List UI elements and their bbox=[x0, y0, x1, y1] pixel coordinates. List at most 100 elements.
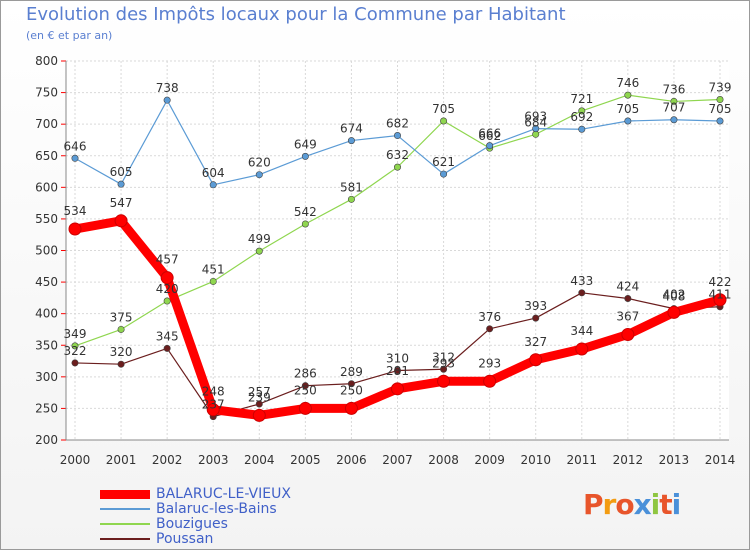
data-label: 674 bbox=[340, 122, 363, 136]
data-label: 746 bbox=[616, 76, 639, 90]
y-tick-label: 750 bbox=[35, 86, 58, 100]
logo-letter: i bbox=[650, 488, 661, 521]
data-point bbox=[344, 401, 358, 415]
y-tick-label: 800 bbox=[35, 54, 58, 68]
legend-label: BALARUC-LE-VIEUX bbox=[156, 486, 291, 502]
y-tick-label: 200 bbox=[35, 433, 58, 447]
legend-swatch bbox=[100, 489, 150, 499]
data-label: 239 bbox=[248, 390, 271, 404]
data-label: 367 bbox=[616, 310, 639, 324]
data-point bbox=[298, 401, 312, 415]
data-point bbox=[529, 353, 543, 367]
data-label: 707 bbox=[662, 101, 685, 115]
y-tick-label: 550 bbox=[35, 212, 58, 226]
data-label: 534 bbox=[64, 204, 87, 218]
data-label: 322 bbox=[64, 344, 87, 358]
data-label: 605 bbox=[110, 165, 133, 179]
legend-swatch bbox=[100, 538, 150, 540]
data-point bbox=[440, 170, 448, 178]
data-label: 293 bbox=[478, 356, 501, 370]
data-point bbox=[667, 305, 681, 319]
y-tick-label: 250 bbox=[35, 401, 58, 415]
y-tick-label: 700 bbox=[35, 117, 58, 131]
data-point bbox=[209, 181, 217, 189]
data-label: 375 bbox=[110, 310, 133, 324]
data-label: 649 bbox=[294, 137, 317, 151]
logo-letter: i bbox=[671, 488, 682, 521]
chart-subtitle: (en € et par an) bbox=[26, 29, 113, 42]
logo-letter: r bbox=[602, 488, 617, 521]
data-label: 682 bbox=[386, 117, 409, 131]
y-tick-label: 600 bbox=[35, 180, 58, 194]
data-point bbox=[347, 195, 355, 203]
data-label: 632 bbox=[386, 148, 409, 162]
data-label: 721 bbox=[570, 92, 593, 106]
chart-title: Evolution des Impôts locaux pour la Comm… bbox=[26, 4, 566, 25]
data-point bbox=[532, 314, 540, 322]
data-label: 547 bbox=[110, 196, 133, 210]
y-tick-label: 300 bbox=[35, 370, 58, 384]
data-label: 293 bbox=[432, 356, 455, 370]
data-point bbox=[71, 342, 79, 350]
data-label: 684 bbox=[524, 115, 547, 129]
legend-item: Balaruc-les-Bains bbox=[100, 501, 277, 517]
data-label: 320 bbox=[110, 345, 133, 359]
data-label: 250 bbox=[340, 383, 363, 397]
data-label: 312 bbox=[432, 350, 455, 364]
data-point bbox=[117, 360, 125, 368]
data-label: 345 bbox=[156, 329, 179, 343]
data-point bbox=[670, 116, 678, 124]
legend-item: BALARUC-LE-VIEUX bbox=[100, 486, 291, 502]
logo-letter: t bbox=[659, 488, 672, 521]
data-label: 424 bbox=[616, 280, 639, 294]
legend-item: Bouzigues bbox=[100, 516, 228, 532]
data-label: 250 bbox=[294, 383, 317, 397]
legend-label: Balaruc-les-Bains bbox=[156, 501, 277, 517]
data-point bbox=[486, 325, 494, 333]
data-label: 257 bbox=[248, 385, 271, 399]
data-point bbox=[255, 400, 263, 408]
data-label: 646 bbox=[64, 139, 87, 153]
data-point bbox=[347, 137, 355, 145]
x-tick-label: 2000 bbox=[60, 453, 91, 467]
data-point bbox=[347, 380, 355, 388]
data-point bbox=[440, 365, 448, 373]
x-tick-label: 2007 bbox=[382, 453, 413, 467]
y-tick-label: 650 bbox=[35, 149, 58, 163]
data-label: 705 bbox=[616, 102, 639, 116]
data-point bbox=[71, 154, 79, 162]
data-point bbox=[716, 96, 724, 104]
data-point bbox=[624, 91, 632, 99]
data-point bbox=[624, 117, 632, 125]
data-point bbox=[255, 247, 263, 255]
data-point bbox=[117, 325, 125, 333]
x-tick-label: 2004 bbox=[244, 453, 275, 467]
data-label: 286 bbox=[294, 367, 317, 381]
data-point bbox=[163, 297, 171, 305]
data-point bbox=[578, 107, 586, 115]
data-label: 349 bbox=[64, 327, 87, 341]
legend-item: Poussan bbox=[100, 531, 213, 547]
x-tick-label: 2006 bbox=[336, 453, 367, 467]
data-label: 248 bbox=[202, 385, 225, 399]
x-tick-label: 2009 bbox=[474, 453, 505, 467]
data-label: 693 bbox=[524, 110, 547, 124]
y-tick-label: 450 bbox=[35, 275, 58, 289]
data-point bbox=[578, 125, 586, 133]
y-tick-label: 400 bbox=[35, 307, 58, 321]
data-point bbox=[437, 374, 451, 388]
data-point bbox=[670, 97, 678, 105]
x-tick-label: 2003 bbox=[198, 453, 229, 467]
x-tick-label: 2010 bbox=[520, 453, 551, 467]
data-point bbox=[301, 152, 309, 160]
data-label: 666 bbox=[478, 127, 501, 141]
data-point bbox=[624, 295, 632, 303]
data-point bbox=[301, 220, 309, 228]
x-tick-label: 2001 bbox=[106, 453, 137, 467]
data-label: 457 bbox=[156, 253, 179, 267]
data-label: 739 bbox=[709, 81, 732, 95]
data-label: 620 bbox=[248, 156, 271, 170]
data-point bbox=[621, 328, 635, 342]
data-label: 344 bbox=[570, 324, 593, 338]
